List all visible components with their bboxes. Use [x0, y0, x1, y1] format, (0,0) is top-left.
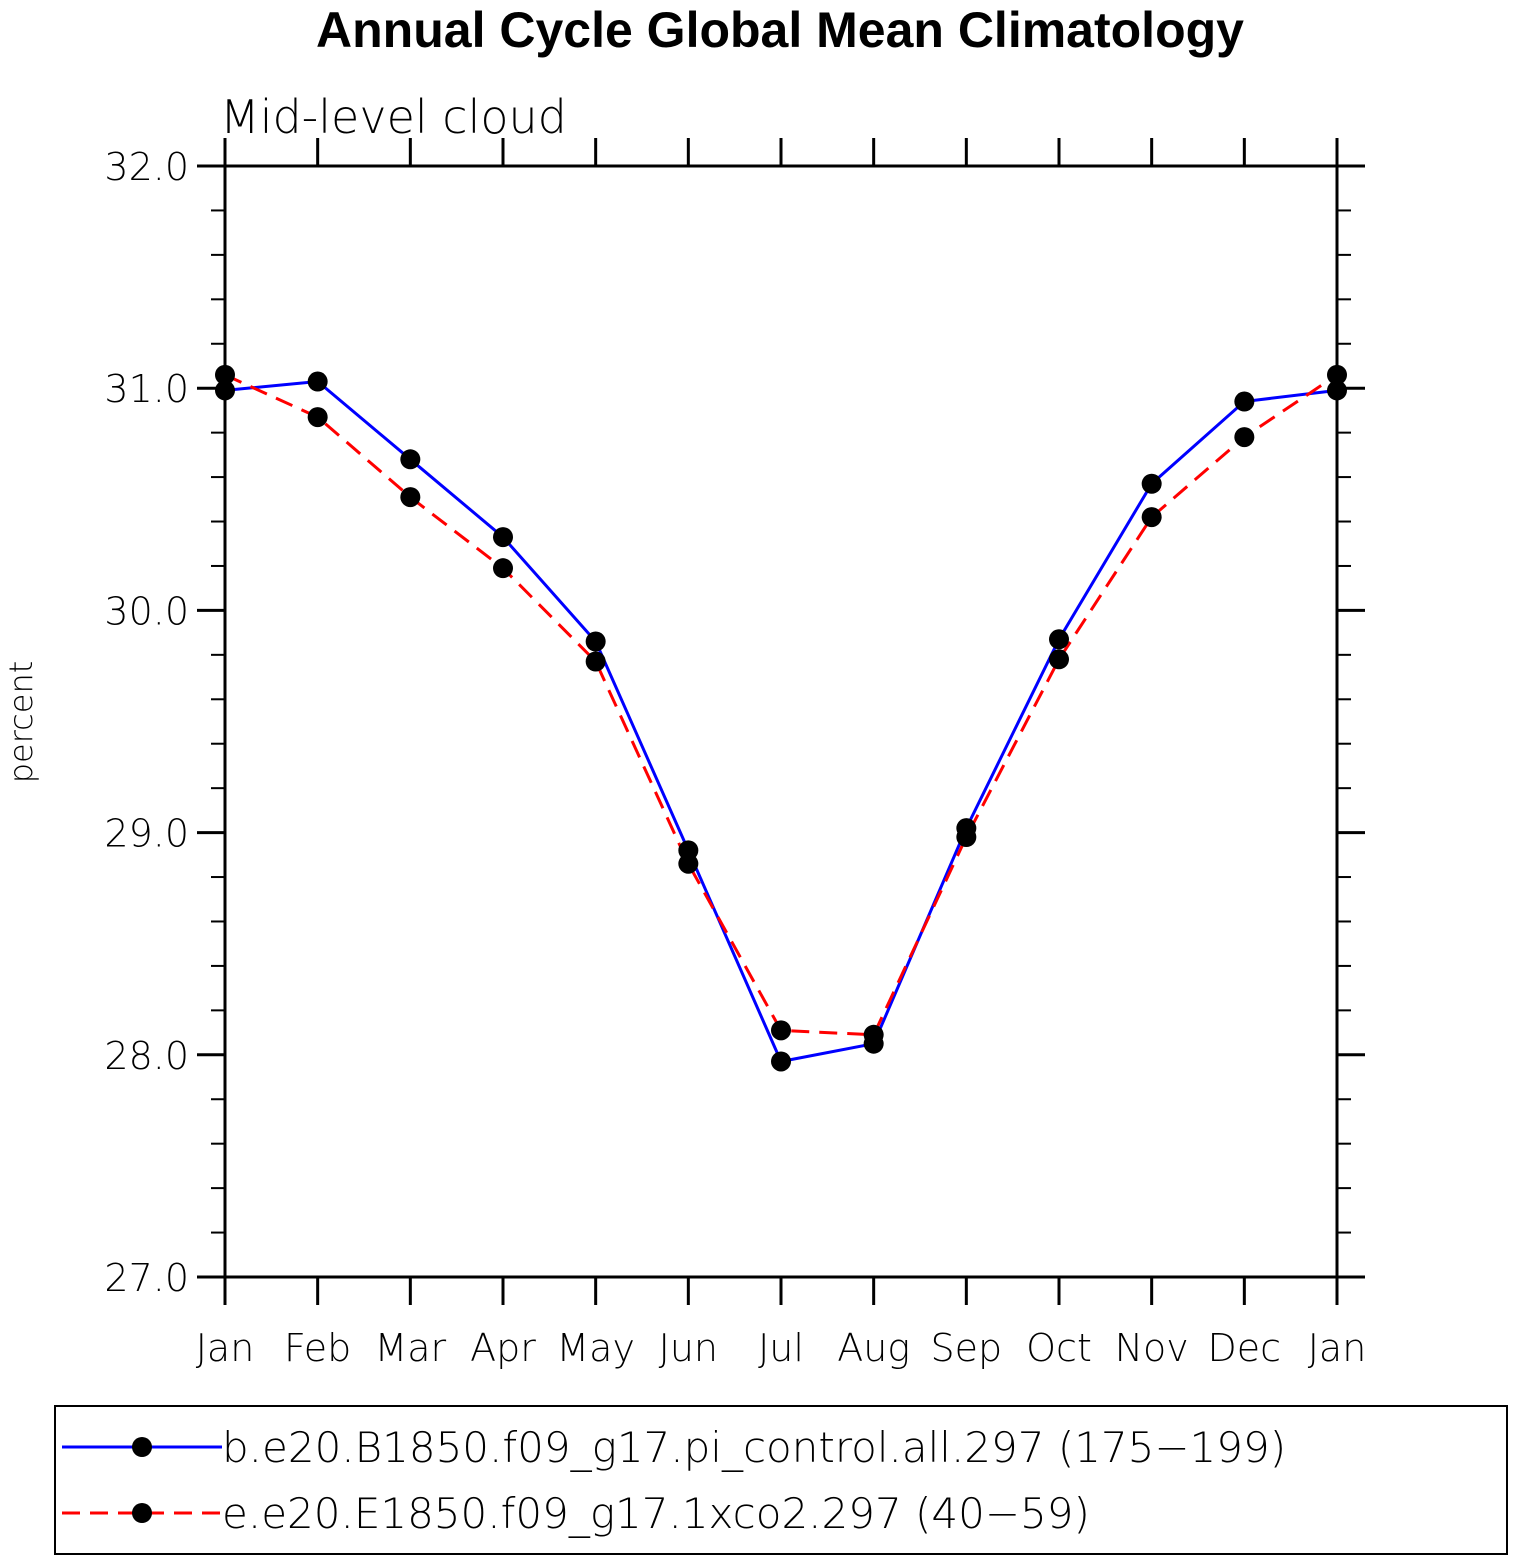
data-point-series-2 [771, 1020, 791, 1041]
data-point-series-2 [678, 853, 699, 874]
data-point-series-1 [400, 449, 421, 470]
data-point-series-1 [1327, 380, 1347, 401]
x-tick-label: Mar [374, 1326, 446, 1370]
data-point-series-1 [771, 1051, 791, 1072]
y-tick-label: 27.0 [104, 1256, 189, 1300]
data-point-series-2 [493, 558, 513, 579]
data-point-series-2 [863, 1024, 884, 1045]
data-point-series-1 [585, 631, 606, 652]
y-tick-label: 31.0 [104, 367, 189, 411]
data-point-series-1 [1049, 629, 1069, 650]
x-tick-label: Jul [758, 1326, 804, 1370]
x-tick-label: Jun [659, 1326, 718, 1370]
data-point-series-2 [1141, 507, 1162, 528]
axis-ticks [197, 138, 1365, 1305]
x-tick-label: Feb [284, 1326, 351, 1370]
x-tick-label: Oct [1026, 1326, 1092, 1370]
data-point-series-1 [493, 527, 513, 548]
legend-marker-series-1 [132, 1437, 152, 1457]
series-line-2 [224, 373, 1338, 1037]
data-point-series-2 [1049, 649, 1069, 670]
series-layer [215, 364, 1347, 1072]
y-tick-label: 30.0 [104, 589, 189, 633]
y-tick-label: 28.0 [104, 1034, 189, 1078]
plot-area: 27.0 28.0 29.0 30.0 31.0 32.0 Jan Feb Mar Apr May… [104, 138, 1366, 1370]
data-point-series-2 [585, 651, 606, 672]
data-point-series-2 [215, 364, 235, 385]
data-point-series-2 [307, 407, 328, 428]
data-point-series-1 [1234, 391, 1255, 412]
x-tick-label: May [556, 1326, 635, 1370]
legend-label-series-1: b.e20.B1850.f09_g17.pi_control.all.297 (… [222, 1423, 1286, 1472]
chart-title: Annual Cycle Global Mean Climatology [316, 2, 1244, 58]
y-tick-label: 32.0 [104, 145, 189, 189]
x-tick-label: Aug [837, 1326, 910, 1370]
x-tick-label: Nov [1115, 1326, 1189, 1370]
x-tick-label: Sep [931, 1326, 1003, 1370]
data-point-series-2 [1327, 364, 1347, 385]
legend-label-series-2: e.e20.E1850.f09_g17.1xco2.297 (40−59) [222, 1489, 1090, 1538]
x-tick-label: Dec [1208, 1326, 1282, 1370]
y-tick-label: 29.0 [104, 812, 189, 856]
plot-frame [223, 164, 1339, 1279]
legend: b.e20.B1850.f09_g17.pi_control.all.297 (… [54, 1405, 1508, 1555]
data-point-series-2 [1234, 427, 1255, 448]
x-tick-label: Apr [470, 1326, 536, 1370]
x-tick-label: Jan [1308, 1326, 1367, 1370]
data-point-series-2 [956, 827, 977, 848]
y-tick-labels: 27.0 28.0 29.0 30.0 31.0 32.0 [104, 145, 189, 1300]
data-point-series-1 [307, 371, 328, 392]
x-tick-label: Jan [196, 1326, 255, 1370]
data-point-series-2 [400, 487, 421, 508]
data-point-series-1 [215, 380, 235, 401]
x-tick-labels: Jan Feb Mar Apr May Jun Jul Aug Sep Oct Nov Dec Jan [196, 1326, 1367, 1370]
legend-box [54, 1405, 1508, 1555]
data-point-series-1 [1141, 473, 1162, 494]
series-line-1 [224, 379, 1338, 1064]
y-axis-label: percent [2, 661, 40, 784]
chart-subtitle: Mid-level cloud [220, 90, 567, 144]
legend-marker-series-2 [132, 1503, 152, 1523]
